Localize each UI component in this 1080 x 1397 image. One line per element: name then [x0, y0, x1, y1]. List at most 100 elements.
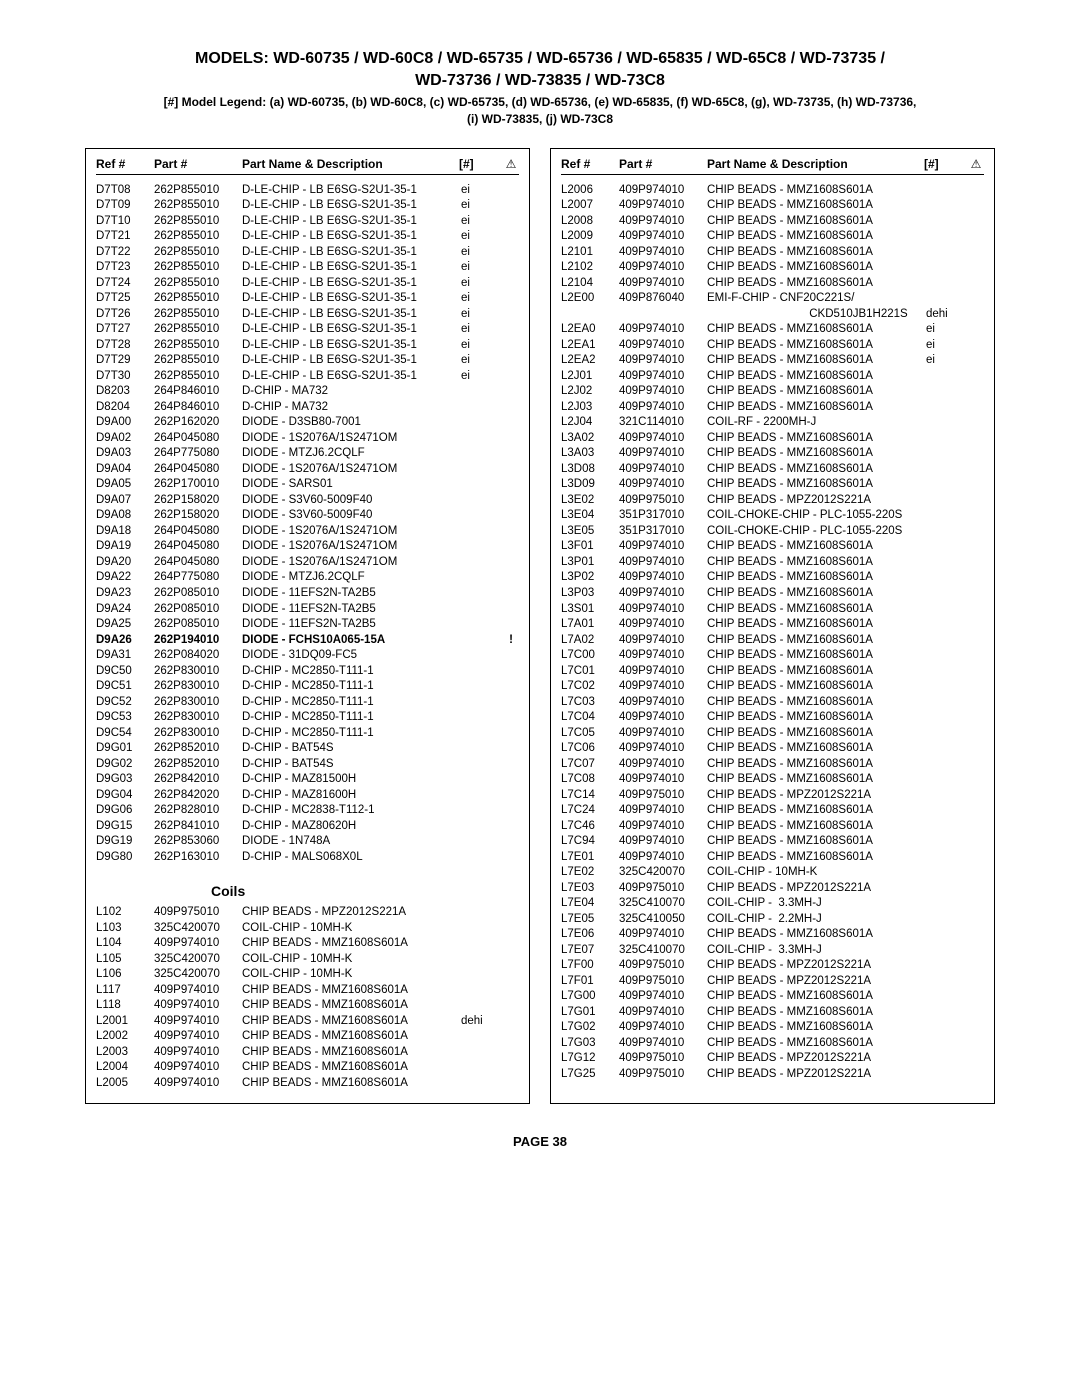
cell-ref: D7T23	[96, 260, 154, 276]
cell-ref: D9C50	[96, 664, 154, 680]
cell-model	[926, 446, 968, 462]
cell-warn	[503, 369, 519, 385]
cell-part: 409P974010	[154, 1076, 242, 1092]
table-row: D7T25262P855010D-LE-CHIP - LB E6SG-S2U1-…	[96, 291, 519, 307]
table-row: D9C54262P830010D-CHIP - MC2850-T111-1	[96, 726, 519, 742]
cell-part: 409P974010	[154, 998, 242, 1014]
table-row: D9G06262P828010D-CHIP - MC2838-T112-1	[96, 803, 519, 819]
cell-part: 409P974010	[619, 617, 707, 633]
cell-desc: D-LE-CHIP - LB E6SG-S2U1-35-1	[242, 183, 461, 199]
cell-desc: CHIP BEADS - MPZ2012S221A	[707, 493, 926, 509]
table-row: L117409P974010CHIP BEADS - MMZ1608S601A	[96, 983, 519, 999]
cell-model	[926, 648, 968, 664]
cell-desc: CHIP BEADS - MMZ1608S601A	[707, 245, 926, 261]
cell-model	[926, 229, 968, 245]
cell-desc: DIODE - D3SB80-7001	[242, 415, 461, 431]
table-row: L2EA1409P974010CHIP BEADS - MMZ1608S601A…	[561, 338, 984, 354]
cell-warn	[503, 493, 519, 509]
cell-model	[461, 921, 503, 937]
cell-ref: D9A02	[96, 431, 154, 447]
cell-ref: D7T09	[96, 198, 154, 214]
cell-part: 262P830010	[154, 695, 242, 711]
cell-warn	[503, 803, 519, 819]
cell-ref: L7C24	[561, 803, 619, 819]
cell-desc: D-LE-CHIP - LB E6SG-S2U1-35-1	[242, 198, 461, 214]
cell-desc: CKD510JB1H221S	[707, 307, 926, 323]
cell-desc: CHIP BEADS - MMZ1608S601A	[707, 477, 926, 493]
table-row: L7E02325C420070COIL-CHIP - 10MH-K	[561, 865, 984, 881]
cell-ref: L2006	[561, 183, 619, 199]
cell-ref: L3E04	[561, 508, 619, 524]
cell-ref: D7T25	[96, 291, 154, 307]
cell-warn	[968, 384, 984, 400]
cell-desc: CHIP BEADS - MMZ1608S601A	[242, 1045, 461, 1061]
cell-model	[926, 788, 968, 804]
cell-model	[461, 617, 503, 633]
cell-desc: CHIP BEADS - MMZ1608S601A	[707, 602, 926, 618]
cell-ref: L2J03	[561, 400, 619, 416]
table-row: D9A26262P194010DIODE - FCHS10A065-15A!	[96, 633, 519, 649]
cell-ref: D9G04	[96, 788, 154, 804]
cell-part: 262P194010	[154, 633, 242, 649]
coils-heading: Coils	[211, 883, 519, 899]
cell-desc: CHIP BEADS - MMZ1608S601A	[707, 633, 926, 649]
cell-part: 264P045080	[154, 462, 242, 478]
cell-warn	[503, 1029, 519, 1045]
cell-ref: L3A02	[561, 431, 619, 447]
cell-model	[461, 695, 503, 711]
cell-model	[926, 741, 968, 757]
cell-model	[461, 664, 503, 680]
table-row: L2101409P974010CHIP BEADS - MMZ1608S601A	[561, 245, 984, 261]
cell-warn	[503, 400, 519, 416]
cell-part: 325C410070	[619, 943, 707, 959]
cell-ref: D9A20	[96, 555, 154, 571]
cell-ref: L3E05	[561, 524, 619, 540]
cell-model	[461, 967, 503, 983]
table-row: L7F01409P975010CHIP BEADS - MPZ2012S221A	[561, 974, 984, 990]
cell-ref: D9G01	[96, 741, 154, 757]
cell-desc: D-CHIP - MAZ80620H	[242, 819, 461, 835]
cell-warn	[968, 1020, 984, 1036]
cell-part: 264P846010	[154, 384, 242, 400]
cell-model	[926, 214, 968, 230]
cell-warn	[503, 998, 519, 1014]
right-body: L2006409P974010CHIP BEADS - MMZ1608S601A…	[561, 183, 984, 1083]
cell-model	[461, 819, 503, 835]
cell-ref: L7C05	[561, 726, 619, 742]
cell-model	[926, 245, 968, 261]
cell-ref: L3A03	[561, 446, 619, 462]
cell-model	[926, 477, 968, 493]
cell-model: ei	[461, 260, 503, 276]
cell-part: 409P974010	[619, 446, 707, 462]
cell-desc: DIODE - S3V60-5009F40	[242, 508, 461, 524]
cell-model	[926, 602, 968, 618]
table-row: L3A03409P974010CHIP BEADS - MMZ1608S601A	[561, 446, 984, 462]
cell-desc: DIODE - 11EFS2N-TA2B5	[242, 586, 461, 602]
hdr-part: Part #	[154, 157, 242, 171]
cell-part: 409P974010	[619, 1005, 707, 1021]
cell-desc: CHIP BEADS - MMZ1608S601A	[707, 1036, 926, 1052]
cell-desc: D-CHIP - MA732	[242, 400, 461, 416]
cell-model	[926, 555, 968, 571]
table-row: L3P02409P974010CHIP BEADS - MMZ1608S601A	[561, 570, 984, 586]
table-row: L7G02409P974010CHIP BEADS - MMZ1608S601A	[561, 1020, 984, 1036]
cell-ref: L7E04	[561, 896, 619, 912]
cell-desc: CHIP BEADS - MMZ1608S601A	[707, 989, 926, 1005]
cell-ref: D7T21	[96, 229, 154, 245]
left-top-body: D7T08262P855010D-LE-CHIP - LB E6SG-S2U1-…	[96, 183, 519, 866]
table-row: L2007409P974010CHIP BEADS - MMZ1608S601A	[561, 198, 984, 214]
cell-warn	[503, 726, 519, 742]
cell-ref: L117	[96, 983, 154, 999]
cell-ref: D9G80	[96, 850, 154, 866]
cell-ref: D7T24	[96, 276, 154, 292]
cell-ref: L7A01	[561, 617, 619, 633]
cell-desc: CHIP BEADS - MMZ1608S601A	[707, 1020, 926, 1036]
cell-model	[926, 695, 968, 711]
cell-desc: D-CHIP - MC2838-T112-1	[242, 803, 461, 819]
table-row: L3P01409P974010CHIP BEADS - MMZ1608S601A	[561, 555, 984, 571]
cell-ref: L104	[96, 936, 154, 952]
cell-desc: D-CHIP - MAZ81500H	[242, 772, 461, 788]
cell-ref: D9C51	[96, 679, 154, 695]
cell-warn	[503, 260, 519, 276]
cell-warn	[503, 983, 519, 999]
